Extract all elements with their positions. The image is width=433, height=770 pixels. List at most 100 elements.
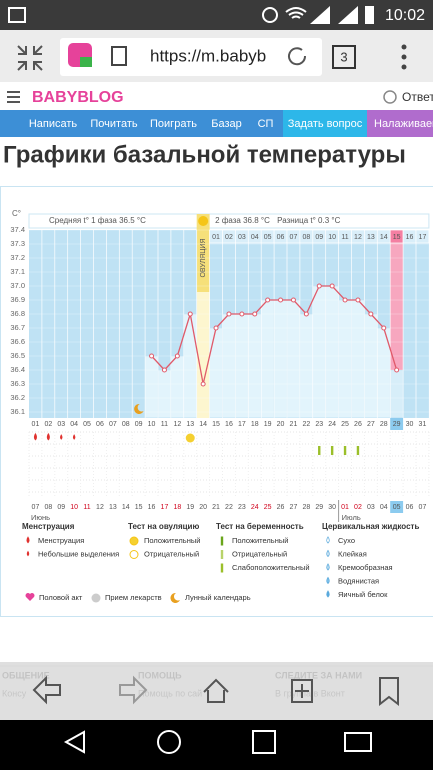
system-switch[interactable] (344, 732, 372, 752)
signal-icon (338, 6, 358, 24)
top-day-label: 08 (302, 234, 310, 241)
cycle-day-label: 09 (135, 421, 143, 428)
hamburger-menu[interactable] (7, 91, 20, 103)
y-tick-label: 36.6 (10, 337, 25, 346)
menstruation-icon (33, 432, 38, 441)
legend-item: Яичный белок (338, 590, 388, 599)
temperature-point (394, 367, 400, 373)
add-tab-button[interactable] (295, 684, 309, 698)
date-label: 03 (367, 504, 375, 511)
chart: C° Средняя t° 1 фаза 36.5 °C 2 фаза 36.8 °… (10, 209, 430, 522)
nav-item-background (283, 110, 367, 137)
system-back[interactable] (63, 730, 85, 754)
battery-icon (365, 6, 374, 24)
reader-icon[interactable] (111, 46, 127, 66)
nav-item[interactable]: Налаживаем (374, 118, 433, 130)
date-label: 11 (83, 504, 90, 511)
temperature-point (239, 311, 245, 317)
top-day-label: 16 (406, 234, 414, 241)
home-button[interactable] (203, 678, 229, 703)
status-bar (0, 0, 433, 30)
temperature-point (187, 311, 193, 317)
cycle-day-label: 21 (290, 421, 298, 428)
forward-button[interactable] (119, 675, 148, 705)
y-tick-label: 37.2 (10, 253, 25, 262)
y-tick-label: 36.3 (10, 379, 25, 388)
nav-item[interactable]: СП (258, 118, 274, 130)
date-label: 27 (290, 504, 298, 511)
legend-icon (26, 536, 30, 544)
legend-icon (326, 576, 330, 585)
menu-button[interactable] (401, 64, 407, 70)
nav-item[interactable]: Задать вопрос (288, 118, 363, 130)
browser-bottom-bar (0, 662, 433, 720)
date-label: 24 (251, 504, 259, 511)
y-tick-label: 36.8 (10, 309, 25, 318)
legend-item: Небольшие выделения (38, 549, 119, 558)
menu-button[interactable] (401, 44, 407, 50)
site-logo[interactable]: BABYBLOG (32, 89, 124, 106)
gallery-icon (8, 7, 26, 23)
cycle-day-label: 07 (109, 421, 117, 428)
date-label: 20 (199, 504, 207, 511)
temperature-bar (351, 299, 365, 419)
legend-item: Сухо (338, 536, 355, 545)
date-label: 01 (341, 504, 349, 511)
date-label: 17 (161, 504, 169, 511)
legend-item: Клейкая (338, 549, 367, 558)
y-tick-label: 36.5 (10, 351, 25, 360)
reload-button[interactable] (288, 47, 307, 66)
nav-item[interactable]: Поиграть (150, 118, 197, 130)
lock-icon (80, 57, 92, 67)
legend-icon (326, 563, 330, 571)
y-tick-label: 37.0 (10, 281, 25, 290)
legend-icon (26, 550, 30, 557)
back-button[interactable] (32, 675, 61, 705)
legend-icon (220, 563, 224, 573)
bookmark-button[interactable] (379, 677, 399, 707)
date-label: 26 (277, 504, 285, 511)
date-label: 25 (264, 504, 272, 511)
temperature-bar (209, 327, 223, 419)
date-label: 07 (32, 504, 40, 511)
temperature-point (161, 367, 167, 373)
system-recents[interactable] (252, 730, 276, 754)
temperature-bar (157, 369, 172, 419)
top-day-label: 03 (238, 234, 246, 241)
top-day-label: 12 (354, 234, 362, 241)
y-tick-label: 37.4 (10, 225, 25, 234)
reply-link[interactable]: Ответь (402, 90, 433, 104)
date-label: 08 (44, 504, 52, 511)
cycle-day-label: 01 (32, 421, 40, 428)
phase2-label: 2 фаза 36.8 °C (215, 216, 270, 225)
top-day-label: 05 (264, 234, 272, 241)
temperature-point (265, 297, 271, 303)
add-tab-button[interactable] (291, 679, 313, 703)
cycle-day-label: 15 (212, 421, 220, 428)
top-day-label: 07 (290, 234, 298, 241)
cycle-day-label: 31 (419, 421, 427, 428)
tabs-button[interactable] (332, 45, 356, 69)
pregnancy-test-icon (318, 446, 321, 455)
nav-item[interactable]: Написать (29, 118, 78, 130)
y-tick-label: 36.9 (10, 295, 25, 304)
date-label: 14 (122, 504, 130, 511)
temperature-point (368, 311, 374, 317)
cycle-day-label: 12 (173, 421, 181, 428)
date-label: 02 (354, 504, 362, 511)
temperature-bar (144, 355, 159, 419)
menu-button[interactable] (401, 54, 407, 60)
date-label: 19 (186, 504, 194, 511)
legend-icon (170, 592, 180, 603)
nav-item[interactable]: Почитать (90, 118, 137, 130)
cycle-day-label: 04 (70, 421, 78, 428)
temperature-point (174, 353, 180, 359)
legend-icon (326, 549, 330, 558)
fullscreen-button[interactable] (17, 45, 43, 71)
url-text: https://m.babyb (150, 46, 266, 65)
month-label: Июнь (31, 513, 50, 522)
system-home[interactable] (157, 730, 181, 754)
date-label: 18 (173, 504, 181, 511)
nav-item[interactable]: Базар (211, 118, 242, 130)
